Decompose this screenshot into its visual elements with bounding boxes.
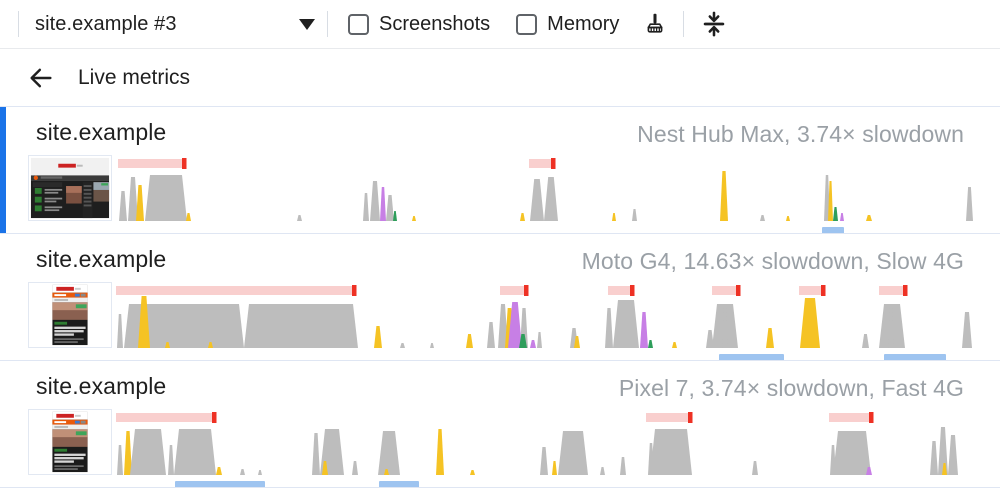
toolbar-divider-right [683,11,685,37]
screenshots-checkbox[interactable]: Screenshots [338,7,500,41]
chevron-down-icon [299,18,315,30]
trace-list: site.example Nest Hub Max, 3.74× slowdow… [0,106,1000,488]
trace-selector[interactable]: site.example #3 [23,7,323,41]
trace-minimap[interactable] [0,147,1000,233]
trace-selector-value: site.example #3 [35,12,177,35]
memory-label: Memory [547,12,620,35]
trace-row[interactable]: site.example Moto G4, 14.63× slowdown, S… [0,233,1000,361]
trace-row[interactable]: site.example Nest Hub Max, 3.74× slowdow… [0,106,1000,234]
live-metrics-header: Live metrics [0,49,1000,107]
trace-row-title: site.example [36,246,167,272]
trace-row-meta: Pixel 7, 3.74× slowdown, Fast 4G [618,375,964,401]
memory-checkbox[interactable]: Memory [506,7,629,41]
toolbar-divider-left [18,11,19,37]
trace-row[interactable]: site.example Pixel 7, 3.74× slowdown, Fa… [0,360,1000,488]
broom-icon [647,13,663,33]
trace-thumbnail[interactable] [28,155,112,221]
collapse-button[interactable] [696,7,732,41]
clear-button[interactable] [637,7,673,41]
trace-row-meta: Nest Hub Max, 3.74× slowdown [637,121,964,147]
trace-row-meta: Moto G4, 14.63× slowdown, Slow 4G [581,248,964,274]
checkbox-box-memory[interactable] [516,13,538,35]
trace-row-title: site.example [36,373,167,399]
back-button[interactable] [26,63,56,93]
trace-thumbnail[interactable] [28,409,112,475]
arrow-left-icon [30,68,52,87]
page-title: Live metrics [78,65,191,89]
trace-row-title: site.example [36,119,167,145]
main-toolbar: site.example #3 Screenshots Memory [0,0,1000,49]
collapse-vertical-icon [704,11,725,37]
screenshots-label: Screenshots [379,12,491,35]
trace-minimap[interactable] [0,274,1000,360]
checkbox-box-screenshots[interactable] [348,13,369,35]
trace-minimap[interactable] [0,401,1000,487]
toolbar-divider-mid [327,11,328,37]
trace-thumbnail[interactable] [28,282,112,348]
